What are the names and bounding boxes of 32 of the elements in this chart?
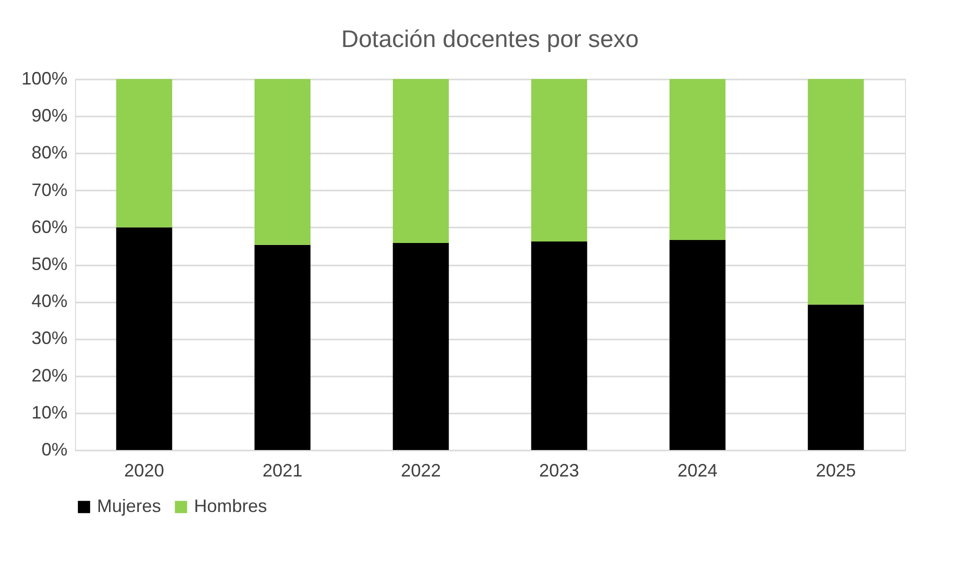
legend-label: Mujeres (97, 496, 162, 516)
y-tick-label: 80% (31, 142, 68, 163)
bar (116, 227, 172, 450)
y-tick-label: 90% (31, 106, 68, 126)
bar (670, 240, 726, 450)
y-tick-label: 30% (31, 328, 68, 348)
bar (670, 79, 726, 240)
y-tick-label: 100% (21, 68, 68, 88)
x-tick-label: 2020 (124, 460, 164, 480)
bar (531, 242, 588, 450)
x-tick-label: 2025 (816, 460, 856, 480)
bar (254, 79, 310, 245)
y-tick-label: 60% (31, 216, 68, 237)
bar (254, 244, 310, 450)
bar (392, 79, 449, 243)
chart-title: Dotación docentes por sexo (341, 26, 639, 53)
bar (531, 79, 588, 242)
y-tick-label: 10% (31, 402, 68, 422)
x-tick-label: 2023 (539, 460, 580, 480)
x-tick-label: 2024 (677, 460, 718, 480)
y-tick-label: 40% (31, 291, 68, 312)
bar (392, 242, 449, 450)
bar (808, 304, 864, 450)
y-tick-label: 50% (31, 254, 68, 274)
bar (116, 79, 172, 228)
y-tick-label: 20% (31, 365, 68, 386)
legend-label: Hombres (194, 496, 268, 516)
x-tick-label: 2022 (400, 460, 441, 480)
y-tick-label: 70% (31, 180, 68, 200)
y-tick-label: 0% (41, 440, 68, 460)
bar (808, 79, 864, 305)
x-tick-label: 2021 (262, 460, 303, 480)
